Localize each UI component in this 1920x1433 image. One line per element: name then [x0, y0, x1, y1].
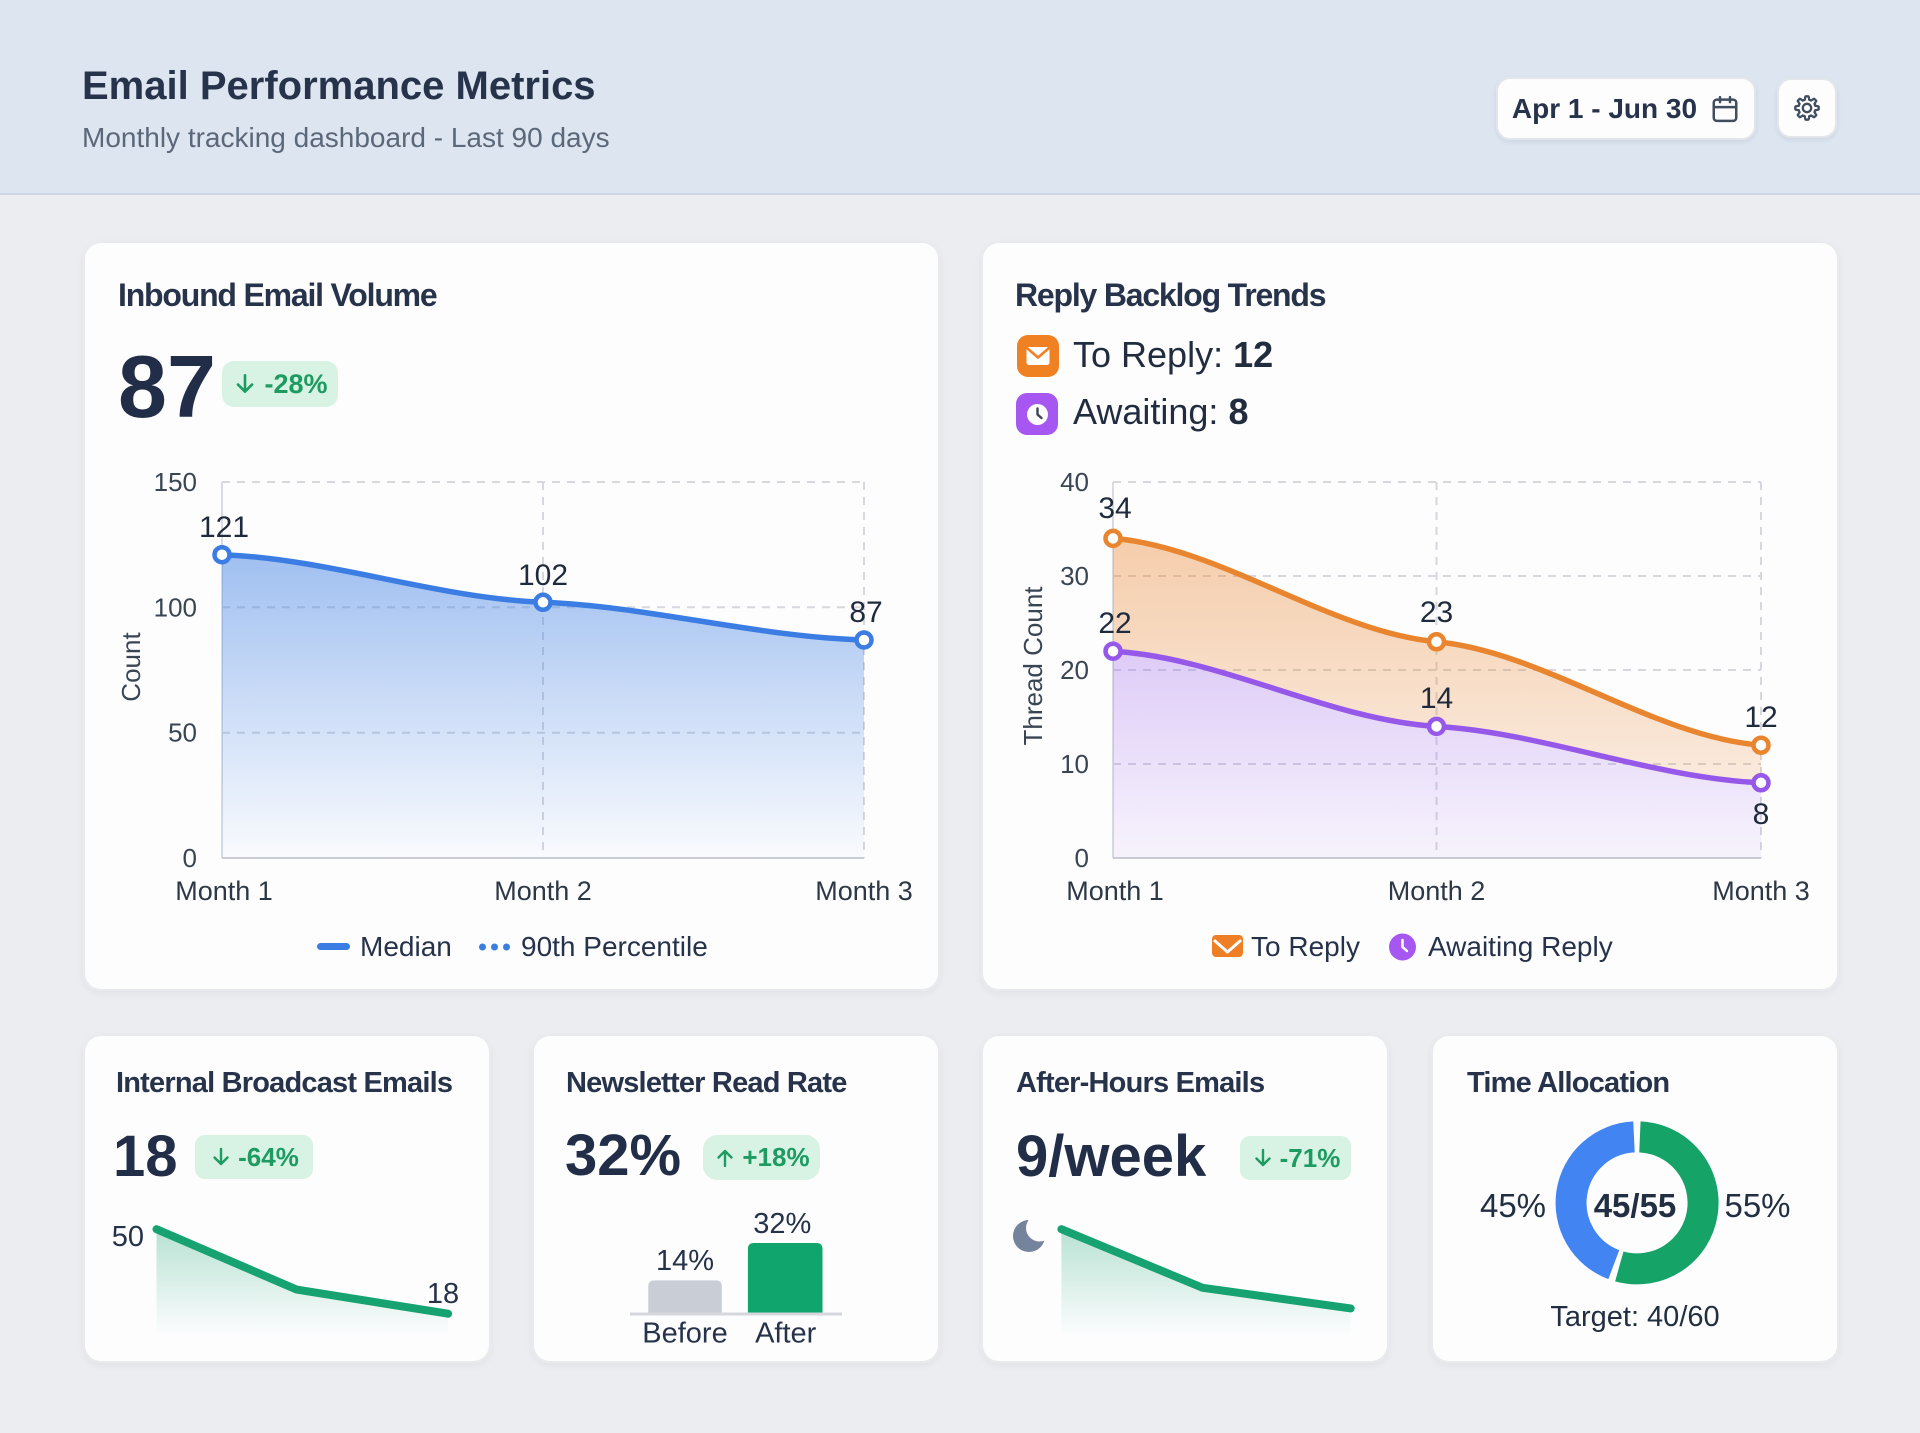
- svg-text:Month 3: Month 3: [815, 876, 913, 906]
- svg-text:After: After: [755, 1318, 817, 1350]
- svg-text:45/55: 45/55: [1594, 1187, 1677, 1224]
- svg-text:Count: Count: [116, 632, 146, 702]
- svg-text:40: 40: [1060, 467, 1089, 497]
- svg-text:90th Percentile: 90th Percentile: [521, 931, 708, 962]
- svg-text:Month 2: Month 2: [494, 876, 592, 906]
- svg-text:18: 18: [427, 1278, 459, 1310]
- svg-text:0: 0: [183, 843, 197, 873]
- svg-text:14: 14: [1420, 682, 1453, 715]
- svg-text:50: 50: [168, 718, 197, 748]
- svg-text:50: 50: [112, 1221, 144, 1253]
- svg-text:32%: 32%: [753, 1208, 811, 1240]
- svg-text:34: 34: [1098, 492, 1131, 525]
- svg-text:Month 1: Month 1: [175, 876, 273, 906]
- svg-text:Awaiting Reply: Awaiting Reply: [1428, 931, 1613, 962]
- svg-text:150: 150: [154, 467, 197, 497]
- svg-text:102: 102: [518, 559, 568, 592]
- svg-text:12: 12: [1744, 701, 1777, 734]
- svg-text:10: 10: [1060, 749, 1089, 779]
- svg-text:Median: Median: [360, 931, 452, 962]
- svg-text:22: 22: [1098, 607, 1131, 640]
- svg-text:55%: 55%: [1724, 1187, 1790, 1224]
- svg-text:Target: 40/60: Target: 40/60: [1550, 1301, 1719, 1333]
- svg-text:87: 87: [849, 596, 882, 629]
- svg-text:0: 0: [1075, 843, 1089, 873]
- svg-text:8: 8: [1753, 798, 1770, 831]
- svg-text:Thread Count: Thread Count: [1018, 586, 1048, 746]
- svg-text:100: 100: [154, 592, 197, 622]
- svg-text:To Reply: To Reply: [1251, 931, 1360, 962]
- svg-text:Before: Before: [642, 1318, 727, 1350]
- svg-text:Month 3: Month 3: [1712, 876, 1810, 906]
- svg-text:Month 1: Month 1: [1066, 876, 1164, 906]
- svg-text:45%: 45%: [1480, 1187, 1546, 1224]
- svg-text:Month 2: Month 2: [1388, 876, 1486, 906]
- svg-text:20: 20: [1060, 655, 1089, 685]
- svg-text:121: 121: [199, 511, 249, 544]
- svg-text:30: 30: [1060, 561, 1089, 591]
- svg-text:14%: 14%: [656, 1245, 714, 1277]
- svg-text:23: 23: [1420, 596, 1453, 629]
